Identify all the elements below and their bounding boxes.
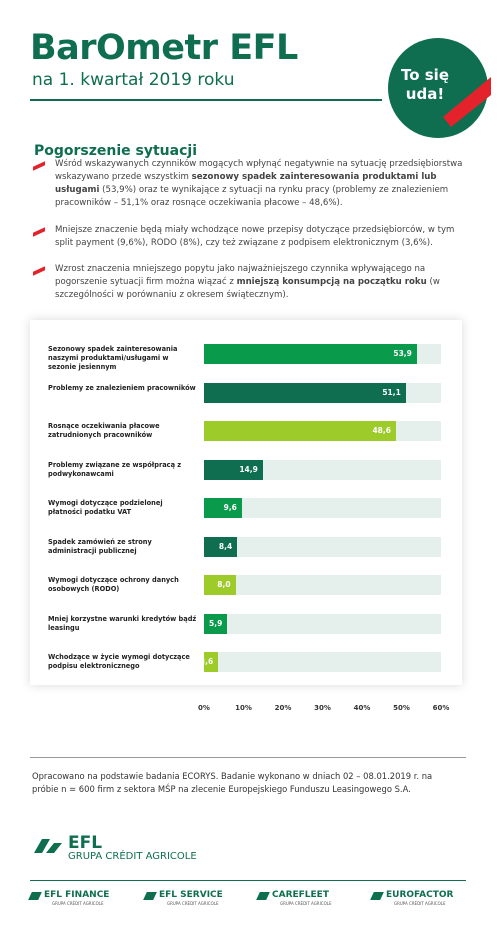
bullet: Wśród wskazywanych czynników mogących wp… [55, 158, 475, 210]
divider [30, 757, 466, 758]
x-tick-label: 40% [353, 704, 371, 712]
bar-track [204, 459, 441, 480]
bullet-mark [33, 266, 45, 276]
brand-name: EFL FINANCE [44, 890, 110, 900]
category-label: Wymogi dotyczące ochrony danych osobowyc… [48, 576, 179, 593]
category-label: Problemy związane ze współpracą z podwyk… [48, 460, 182, 478]
bullet-mark [33, 161, 45, 171]
category-label: Sezonowy spadek zainteresowania naszymi … [48, 345, 178, 371]
value-label: 8,4 [218, 541, 233, 551]
bullet: Wzrost znaczenia mniejszego popytu jako … [55, 263, 475, 302]
bar: 8,0 [204, 575, 236, 595]
logo-icon [34, 839, 62, 853]
divider [30, 99, 382, 101]
brand-group: GRUPA CRÉDIT AGRICOLE [394, 901, 446, 906]
bar-track [204, 498, 441, 518]
bar-track [204, 536, 441, 557]
bar-track [204, 613, 441, 634]
bar: 53,9 [204, 344, 417, 364]
bar-track [204, 652, 441, 672]
badge-text: uda! [406, 85, 444, 103]
logo-name: EFL [68, 833, 103, 853]
bar: 9,6 [204, 498, 242, 518]
logo-group: GRUPA CRÉDIT AGRICOLE [68, 851, 197, 862]
logo-shape [34, 839, 62, 853]
bar: 5,9 [204, 613, 228, 634]
category-label: Wchodzące w życie wymogi dotyczące podpi… [48, 653, 190, 670]
badge-text: To się [401, 66, 449, 84]
bullet-text: (w szczególności w porównaniu z okresem … [55, 277, 440, 300]
bar-track [204, 575, 441, 595]
bullet-text: Wśród wskazywanych czynników mogących wp… [55, 159, 463, 182]
category-label: Mniej korzystne warunki kredytów bądź le… [48, 614, 197, 632]
bullet: Mniejsze znaczenie będą miały wchodzące … [55, 224, 475, 250]
bullet-text: (53,9%) oraz te wynikające z sytuacji na… [55, 185, 449, 208]
category-label: Spadek zamówień ze strony administracji … [48, 537, 152, 555]
brand-name: CAREFLEET [272, 890, 329, 900]
value-label: 51,1 [382, 387, 401, 397]
value-label: 53,9 [393, 349, 412, 358]
bullet-mark [33, 227, 45, 237]
x-tick-label: 60% [432, 704, 450, 712]
badge: To się uda! [388, 38, 491, 138]
section-title: Pogorszenie sytuacji [34, 143, 197, 159]
category-label: Problemy ze znalezieniem pracowników [48, 383, 196, 392]
brand-icon [143, 892, 157, 900]
x-tick-label: 20% [274, 704, 292, 712]
bar: 14,9 [204, 459, 263, 480]
brand-icon [256, 892, 270, 900]
bullet-text: Wzrost znaczenia mniejszego popytu jako … [55, 264, 426, 287]
divider [30, 880, 466, 881]
badge-ribbon [443, 77, 491, 127]
bar: 48,6 [204, 421, 396, 441]
category-label: Rosnące oczekiwania płacowe zatrudnionyc… [48, 422, 160, 439]
brand-icon [28, 892, 42, 900]
category-label: Wymogi dotyczące podzielonej płatności p… [48, 499, 163, 516]
bar: 8,4 [204, 536, 238, 557]
brand-name: EUROFACTOR [386, 890, 454, 900]
bullet-text: Mniejsze znaczenie będą miały wchodzące … [55, 225, 455, 248]
x-tick-label: 0% [198, 704, 210, 712]
bullet-text: mniejszą konsumpcją na początku roku [236, 277, 427, 287]
value-label: 9,6 [223, 503, 237, 512]
brand-name: EFL SERVICE [159, 890, 223, 900]
bar: 3,6 [200, 652, 219, 672]
x-tick-label: 50% [393, 704, 410, 712]
x-tick-label: 10% [235, 704, 252, 712]
value-label: 14,9 [239, 464, 258, 474]
value-label: 48,6 [372, 426, 391, 435]
value-label: 5,9 [209, 618, 223, 628]
value-label: 8,0 [217, 580, 231, 589]
brand-group: GRUPA CRÉDIT AGRICOLE [52, 901, 104, 906]
bullet-text: sezonowy spadek zainteresowania produkta… [55, 172, 437, 195]
brand-group: GRUPA CRÉDIT AGRICOLE [167, 901, 219, 906]
bar: 51,1 [204, 382, 406, 403]
title: BarOmetr EFL [30, 28, 298, 68]
brand-icon [370, 892, 384, 900]
x-tick-label: 30% [314, 704, 331, 712]
subtitle: na 1. kwartał 2019 roku [32, 70, 235, 90]
brand-group: GRUPA CRÉDIT AGRICOLE [280, 901, 332, 906]
value-label: 3,6 [199, 657, 214, 666]
footnote: Opracowano na podstawie badania ECORYS. … [32, 771, 433, 794]
